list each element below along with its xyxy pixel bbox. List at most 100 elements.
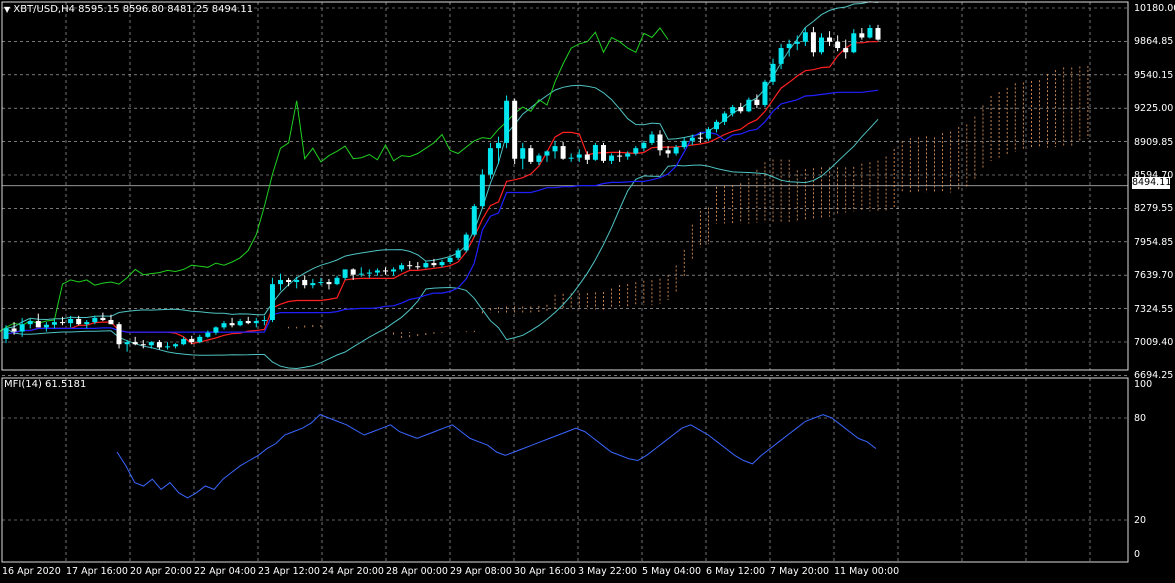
current-price-tag: 8494.11 [1132, 177, 1172, 189]
candle-body [197, 336, 203, 343]
candle-body [786, 43, 792, 49]
candle-body [213, 327, 219, 333]
candle-body [746, 99, 752, 112]
candle-body [237, 321, 243, 326]
candle-body [633, 148, 639, 154]
candle-body [851, 33, 857, 53]
candle-body [415, 266, 421, 268]
time-tick-label: 28 Apr 00:00 [386, 566, 448, 577]
price-tick-label: 7324.55 [1134, 303, 1174, 315]
candle-body [802, 32, 808, 42]
candle-body [487, 148, 493, 175]
candle-body [455, 250, 461, 258]
price-tick-label: 7954.85 [1134, 236, 1174, 248]
candle-body [471, 206, 477, 235]
time-tick-label: 29 Apr 08:00 [450, 566, 512, 577]
candle-body [770, 63, 776, 82]
candle-body [181, 338, 187, 345]
candle-body [641, 142, 647, 149]
candle-body [512, 100, 518, 159]
candle-body [286, 279, 292, 283]
candle-body [407, 265, 413, 267]
price-tick-label: 9225.00 [1134, 103, 1174, 115]
symbol-label: XBT/USD,H4 [13, 4, 75, 15]
candle-body [818, 37, 824, 53]
candle-body [132, 342, 138, 345]
mfi-pane-border [1, 377, 1129, 563]
candle-body [754, 99, 760, 105]
candle-body [164, 346, 170, 348]
price-tick-label: 8279.55 [1134, 203, 1174, 215]
candle-body [76, 318, 82, 325]
candle-body [261, 319, 267, 322]
candle-body [657, 134, 663, 151]
time-tick-label: 22 Apr 04:00 [194, 566, 256, 577]
candle-body [302, 279, 308, 286]
candle-body [463, 234, 469, 251]
candle-body [253, 321, 259, 324]
candle-body [431, 263, 437, 266]
candle-body [108, 319, 114, 325]
candle-body [84, 322, 90, 325]
price-candles [3, 24, 881, 352]
candle-body [584, 154, 590, 160]
candle-body [738, 107, 744, 112]
price-tick-label: 8909.85 [1134, 136, 1174, 148]
candle-body [374, 270, 380, 273]
candle-body [794, 41, 800, 44]
candle-body [609, 155, 615, 161]
candle-body [544, 151, 550, 156]
candle-body [51, 322, 57, 325]
candle-body [689, 137, 695, 141]
candle-body [504, 100, 510, 143]
candle-body [447, 257, 453, 263]
candle-body [649, 134, 655, 143]
candle-body [366, 272, 372, 274]
time-tick-label: 16 Apr 2020 [2, 566, 61, 577]
candle-body [221, 323, 227, 328]
candle-body [173, 344, 179, 347]
price-tick-label: 7639.70 [1134, 270, 1174, 282]
candle-body [310, 283, 316, 286]
mfi-line [116, 414, 877, 499]
main-pane-border [1, 1, 1129, 371]
price-tick-label: 10180.00 [1134, 3, 1175, 14]
candle-body [496, 142, 502, 149]
candle-body [730, 107, 736, 114]
candle-body [600, 145, 606, 161]
candle-body [479, 174, 485, 207]
price-tick-label: 6694.25 [1134, 370, 1174, 382]
candle-body [843, 48, 849, 53]
candle-body [705, 129, 711, 139]
candle-body [399, 265, 405, 270]
candle-body [156, 342, 162, 348]
candle-body [60, 322, 66, 324]
time-tick-label: 11 May 00:00 [834, 566, 900, 577]
ohlc-values: 8595.15 8596.80 8481.25 8494.11 [78, 4, 254, 15]
price-tick-label: 9864.85 [1134, 36, 1174, 48]
chikou-line [0, 27, 669, 332]
candle-body [439, 262, 445, 266]
candle-body [35, 321, 41, 328]
candle-body [665, 150, 671, 154]
mfi-label: MFI(14) 61.5181 [4, 379, 87, 390]
mfi-indicator [116, 414, 877, 499]
candle-body [326, 282, 332, 285]
price-tick-label: 9540.15 [1134, 69, 1174, 81]
time-tick-label: 20 Apr 20:00 [130, 566, 192, 577]
candle-body [625, 153, 631, 157]
candle-body [722, 113, 728, 122]
candle-body [205, 332, 211, 337]
candle-body [568, 157, 574, 159]
candle-body [3, 328, 9, 339]
candle-body [560, 146, 566, 159]
mfi-tick-label: 20 [1134, 515, 1147, 526]
upper-band [5, 1, 879, 329]
candle-body [867, 28, 873, 38]
candle-body [229, 323, 235, 326]
bollinger-bands [5, 1, 879, 370]
candle-body [762, 81, 768, 105]
candle-body [382, 270, 388, 272]
triangle-down-icon[interactable]: ▼ [4, 5, 11, 14]
